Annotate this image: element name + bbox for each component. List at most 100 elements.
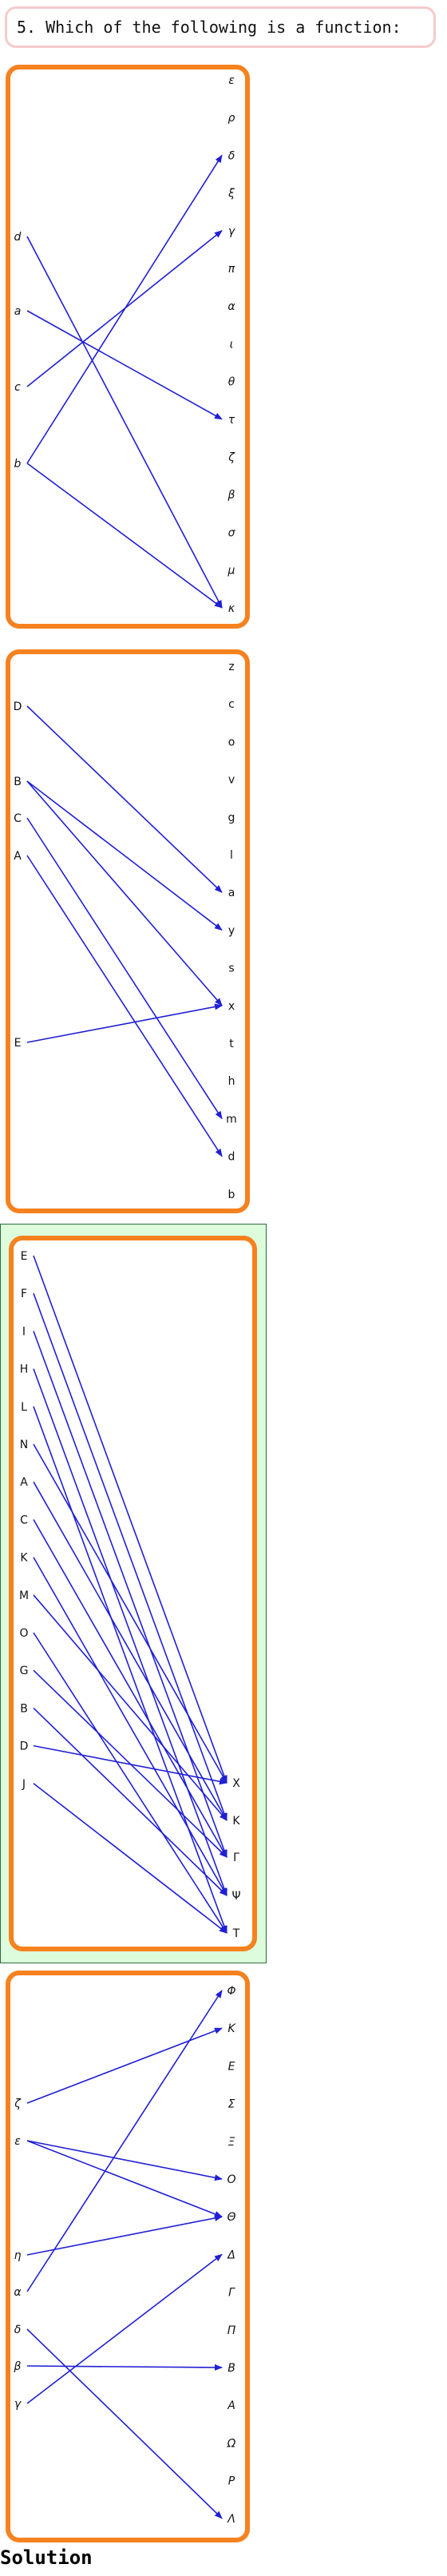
domain-label: C [20,1514,28,1526]
codomain-label: Ψ [231,1890,240,1903]
codomain-label: β [227,489,235,502]
domain-label: E [21,1250,28,1263]
codomain-label: K [227,2022,236,2035]
mapping-arrow [26,2140,223,2217]
domain-label: E [14,1037,22,1050]
mapping-arrow [26,2140,223,2181]
domain-label: D [20,1740,29,1753]
codomain-label: x [228,1000,235,1013]
domain-label: K [20,1552,28,1565]
domain-label: J [22,1778,26,1791]
mapping-arrow [33,1331,227,1858]
codomain-label: κ [228,602,235,615]
codomain-label: ζ [227,451,235,464]
mapping-arrow [26,2253,223,2404]
codomain-label: ξ [227,188,235,200]
mapping-arrow [26,817,223,1120]
codomain-label: σ [228,526,236,539]
codomain-label: ε [228,74,235,87]
codomain-label: s [228,963,234,975]
mapping-arrow [33,1632,227,1934]
codomain-label: m [226,1113,237,1125]
codomain-label: θ [228,376,235,389]
codomain-label: h [228,1075,235,1088]
domain-label: δ [14,2324,22,2336]
codomain-label: Γ [228,2287,235,2300]
domain-label: c [14,381,21,394]
mapping-arrow [26,855,223,1157]
codomain-label: B [227,2362,235,2375]
codomain-label: μ [227,565,235,578]
mapping-arrow [33,1368,227,1896]
codomain-label: Θ [227,2211,235,2224]
domain-label: a [14,305,22,318]
mapping-arrow [33,1519,227,1858]
codomain-label: t [229,1038,234,1050]
domain-label: γ [14,2398,22,2411]
codomain-label: π [228,263,235,276]
domain-label: B [20,1702,28,1715]
codomain-label: d [228,1151,235,1164]
codomain-label: ι [230,338,234,351]
codomain-label: Γ [233,1852,239,1864]
codomain-label: b [228,1189,235,1201]
codomain-label: T [232,1927,240,1940]
codomain-label: Ξ [228,2136,235,2149]
domain-label: d [14,231,22,244]
diagram-3: E F I H L N A C K M O G B D J X K Γ Ψ T [0,1224,267,1963]
codomain-label: a [228,887,235,899]
solution-heading: Solution [0,2546,93,2569]
mapping-arrow [26,310,223,420]
domain-label: ζ [14,2098,22,2110]
domain-label: G [20,1665,29,1677]
diagram-frame [6,1971,250,2542]
codomain-label: O [227,2173,235,2186]
mapping-arrow [26,154,223,464]
codomain-label: E [228,2060,235,2073]
codomain-label: P [228,2475,235,2488]
codomain-label: c [228,698,235,711]
domain-label: I [22,1325,26,1338]
domain-label: B [14,776,22,788]
codomain-label: δ [228,149,235,162]
mapping-arrow [26,2328,223,2519]
mapping-arrow [33,1481,227,1821]
domain-label: M [19,1590,29,1602]
diagram-2: D B C A Ez c o v g l a y s x t h m d b [6,649,250,1213]
diagram-frame [6,649,250,1213]
codomain-label: τ [228,414,235,427]
domain-label: b [14,458,22,470]
mapping-arrow [33,1707,227,1896]
mapping-arrow [26,705,223,893]
mapping-arrow [26,780,223,1006]
mapping-arrow [33,1557,227,1896]
mapping-arrow [33,1594,227,1821]
domain-label: A [14,850,22,863]
codomain-label: z [228,661,234,673]
diagram-frame [6,65,250,629]
codomain-label: Π [227,2324,236,2337]
codomain-label: Φ [227,1985,235,1998]
domain-label: ε [14,2135,21,2148]
codomain-label: v [228,774,235,787]
codomain-label: α [227,300,235,313]
domain-label: H [20,1363,29,1376]
mapping-arrow [26,2364,223,2371]
domain-label: L [21,1401,27,1414]
mapping-arrow [33,1255,227,1784]
mapping-arrow [26,780,223,931]
mapping-arrow [33,1406,227,1934]
codomain-label: o [228,736,235,748]
codomain-label: y [228,924,235,937]
domain-label: D [14,701,22,713]
mapping-arrow [33,1443,227,1784]
mapping-arrow [33,1292,227,1821]
codomain-label: Σ [228,2098,235,2111]
diagram-4: ζ ε η α δ β γ Φ K E Σ Ξ O Θ Δ Γ Π B A Ω P Λ [6,1971,250,2542]
codomain-label: X [232,1777,240,1790]
domain-label: F [21,1288,27,1300]
mapping-arrow [26,236,223,609]
codomain-label: K [232,1815,240,1828]
domain-label: N [20,1439,28,1451]
